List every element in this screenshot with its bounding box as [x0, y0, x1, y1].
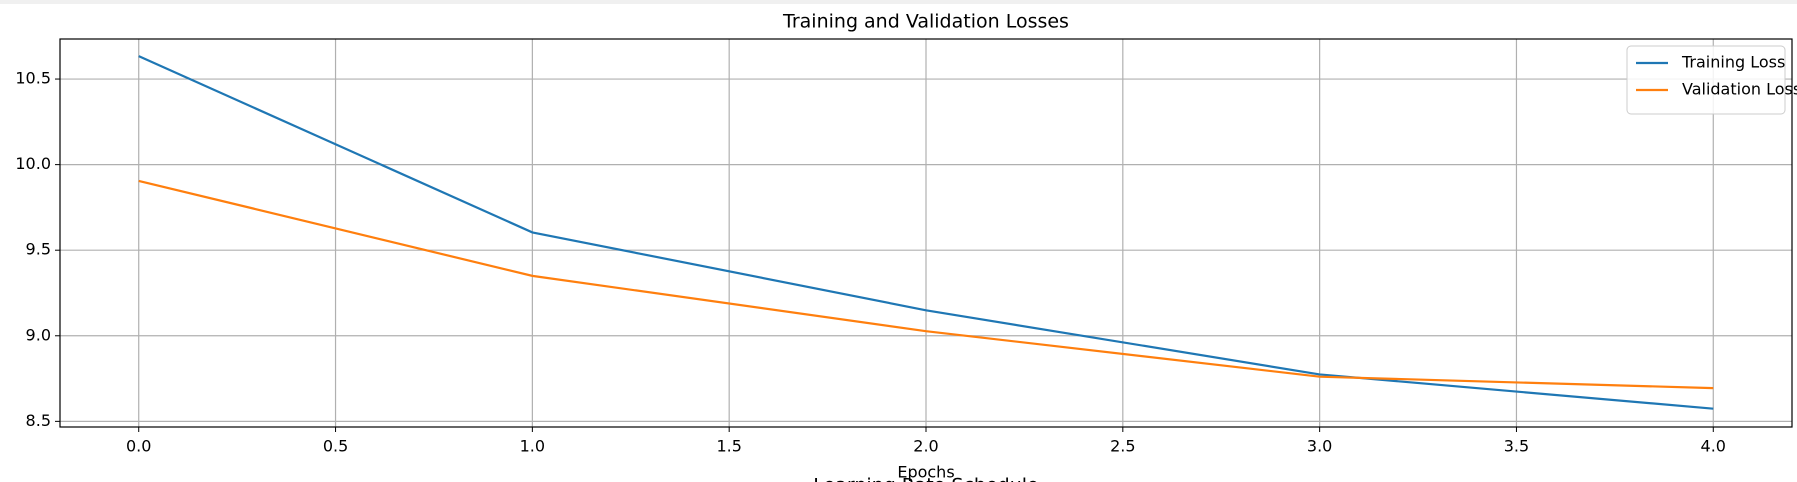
x-tick-label: 3.5	[1504, 437, 1529, 456]
x-tick-label: 3.0	[1307, 437, 1332, 456]
x-tick-label: 4.0	[1701, 437, 1726, 456]
x-tick-label: 1.5	[716, 437, 741, 456]
y-tick-label: 9.5	[26, 240, 51, 259]
x-axis-label: Epochs	[897, 463, 954, 482]
x-tick-label: 1.0	[520, 437, 545, 456]
chart-title: Training and Validation Losses	[782, 11, 1069, 33]
y-tick-label: 10.5	[15, 69, 51, 88]
y-tick-label: 9.0	[26, 325, 51, 344]
x-tick-label: 2.5	[1110, 437, 1135, 456]
y-tick-label: 8.5	[26, 411, 51, 430]
legend: Training Loss Validation Loss	[1626, 45, 1797, 115]
legend-label: Training Loss	[1681, 53, 1785, 72]
next-chart-title: Learning Rate Schedule	[813, 475, 1038, 482]
x-tick-label: 2.0	[913, 437, 938, 456]
plot-frame	[59, 38, 1793, 428]
x-tick-label: 0.5	[323, 437, 348, 456]
y-tick-label: 10.0	[15, 154, 51, 173]
line-series	[138, 55, 1714, 410]
x-tick-label: 0.0	[126, 437, 151, 456]
line-series	[138, 179, 1714, 390]
top-strip	[0, 0, 1797, 4]
legend-label: Validation Loss	[1682, 80, 1797, 99]
